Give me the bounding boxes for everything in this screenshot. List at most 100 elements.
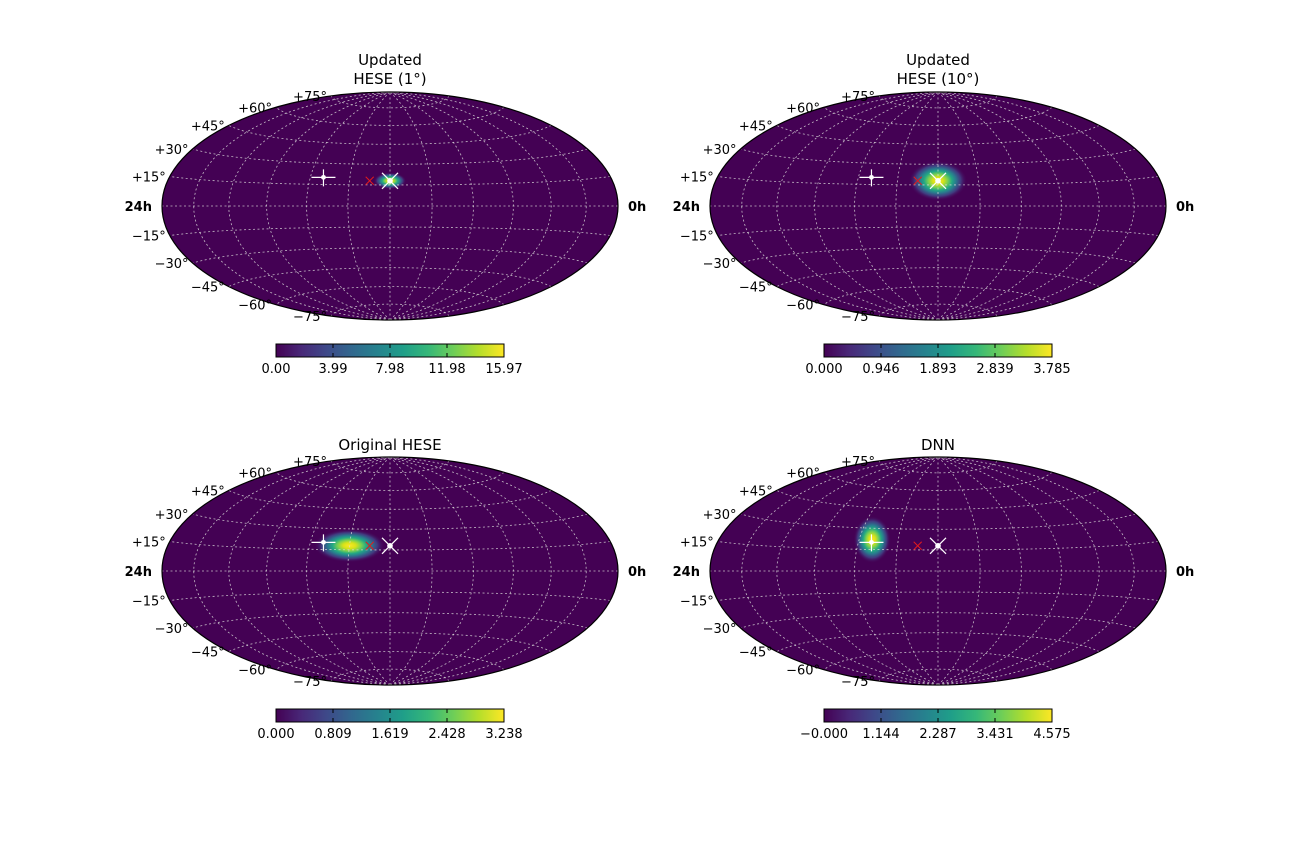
- panel-title-line: HESE (10°): [897, 70, 980, 88]
- dec-tick-label: −75°: [293, 675, 327, 690]
- dec-tick-label: −45°: [191, 646, 225, 661]
- dec-tick-label: −75°: [293, 310, 327, 325]
- dec-tick-label: −75°: [841, 675, 875, 690]
- graticule: [710, 457, 1166, 685]
- dec-tick-label: +30°: [703, 143, 737, 158]
- dec-tick-label: −75°: [841, 310, 875, 325]
- ra-label-left: 24h: [125, 565, 152, 580]
- colorbar-tick-label: 0.000: [257, 727, 294, 742]
- panel-title-line: Updated: [906, 51, 970, 69]
- marker-white-x: [381, 172, 399, 190]
- marker-white-plus: [859, 169, 884, 187]
- colorbar-tick-label: 1.144: [862, 727, 899, 742]
- marker-red-x: [365, 541, 375, 551]
- dec-tick-label: +60°: [238, 466, 272, 481]
- colorbar-tick-label: 11.98: [428, 362, 465, 377]
- panel-title-line: Updated: [358, 51, 422, 69]
- ra-label-right: 0h: [1176, 200, 1194, 215]
- dec-tick-label: +45°: [191, 484, 225, 499]
- colorbar-tick-label: 0.946: [862, 362, 899, 377]
- colorbar-tick-label: 2.839: [976, 362, 1013, 377]
- colorbar: 0.00 3.99 7.98 11.98 15.97: [262, 343, 523, 377]
- dec-tick-label: −15°: [132, 595, 166, 610]
- dec-tick-label: −30°: [155, 622, 189, 637]
- dec-tick-label: −60°: [786, 299, 820, 314]
- probability-hotspot: [853, 516, 891, 564]
- colorbar-tick-label: 1.619: [371, 727, 408, 742]
- sky-map-panel-3: Original HESE 24h 0h +75° +60° +45°+30° +15° −1…: [125, 436, 647, 742]
- dec-tick-label: −60°: [238, 299, 272, 314]
- dec-tick-label: +45°: [739, 484, 773, 499]
- dec-tick-label: +45°: [739, 119, 773, 134]
- dec-tick-label: +75°: [293, 90, 327, 105]
- colorbar-tick-label: 2.287: [919, 727, 956, 742]
- graticule: [162, 92, 618, 320]
- dec-tick-label: −15°: [680, 230, 714, 245]
- panel-title-line: DNN: [921, 436, 955, 454]
- dec-tick-label: +60°: [786, 466, 820, 481]
- colorbar-tick-label: 2.428: [428, 727, 465, 742]
- dec-tick-label: +30°: [155, 143, 189, 158]
- dec-tick-label: +75°: [293, 455, 327, 470]
- dec-tick-label: +75°: [841, 455, 875, 470]
- dec-tick-label: −45°: [739, 646, 773, 661]
- sky-map-outline: [709, 91, 1167, 321]
- dec-tick-label: −30°: [155, 257, 189, 272]
- dec-tick-label: +15°: [132, 170, 166, 185]
- dec-tick-label: +75°: [841, 90, 875, 105]
- sky-map-panel-4: DNN 24h 0h +75° +60° +45°+30° +15° −15° −30°−45°…: [673, 436, 1195, 742]
- colorbar-tick-label: 15.97: [485, 362, 522, 377]
- dec-tick-label: +15°: [680, 170, 714, 185]
- dec-tick-label: −45°: [191, 281, 225, 296]
- colorbar-tick-label: −0.000: [800, 727, 848, 742]
- marker-red-x: [913, 541, 923, 551]
- marker-red-x: [365, 176, 375, 186]
- colorbar-tick-label: 0.000: [805, 362, 842, 377]
- colorbar-tick-label: 7.98: [376, 362, 405, 377]
- marker-white-x: [381, 537, 399, 555]
- panel-title-line: Original HESE: [338, 436, 441, 454]
- ra-label-right: 0h: [628, 200, 646, 215]
- colorbar: 0.000 0.946 1.893 2.839 3.785: [805, 343, 1071, 377]
- dec-tick-label: +45°: [191, 119, 225, 134]
- sky-map-outline: [161, 91, 619, 321]
- dec-tick-label: +30°: [155, 508, 189, 523]
- ra-label-left: 24h: [673, 565, 700, 580]
- dec-tick-label: −60°: [238, 664, 272, 679]
- ra-label-left: 24h: [673, 200, 700, 215]
- colorbar-tick-label: 3.431: [976, 727, 1013, 742]
- marker-white-x: [929, 172, 947, 190]
- dec-tick-label: −15°: [132, 230, 166, 245]
- dec-tick-label: +30°: [703, 508, 737, 523]
- marker-white-x: [929, 537, 947, 555]
- dec-tick-label: +60°: [238, 101, 272, 116]
- colorbar-tick-label: 3.238: [485, 727, 522, 742]
- colorbar-tick-label: 0.809: [314, 727, 351, 742]
- colorbar-tick-label: 1.893: [919, 362, 956, 377]
- dec-tick-label: −30°: [703, 257, 737, 272]
- marker-red-x: [913, 176, 923, 186]
- colorbar-tick-label: 3.99: [319, 362, 348, 377]
- dec-tick-label: −30°: [703, 622, 737, 637]
- marker-white-plus: [311, 534, 336, 552]
- ra-label-left: 24h: [125, 200, 152, 215]
- colorbar-tick-label: 4.575: [1033, 727, 1070, 742]
- ra-label-right: 0h: [1176, 565, 1194, 580]
- dec-tick-label: −60°: [786, 664, 820, 679]
- colorbar: 0.000 0.809 1.619 2.428 3.238: [257, 708, 523, 742]
- graticule: [162, 457, 618, 685]
- marker-white-plus: [311, 169, 336, 187]
- marker-white-plus: [859, 534, 884, 552]
- sky-map-outline: [709, 456, 1167, 686]
- ra-label-right: 0h: [628, 565, 646, 580]
- colorbar-tick-label: 0.00: [262, 362, 291, 377]
- colorbar-tick-label: 3.785: [1033, 362, 1070, 377]
- panel-title-line: HESE (1°): [353, 70, 426, 88]
- dec-tick-label: +15°: [680, 535, 714, 550]
- sky-map-outline: [161, 456, 619, 686]
- colorbar: −0.000 1.144 2.287 3.431 4.575: [800, 708, 1071, 742]
